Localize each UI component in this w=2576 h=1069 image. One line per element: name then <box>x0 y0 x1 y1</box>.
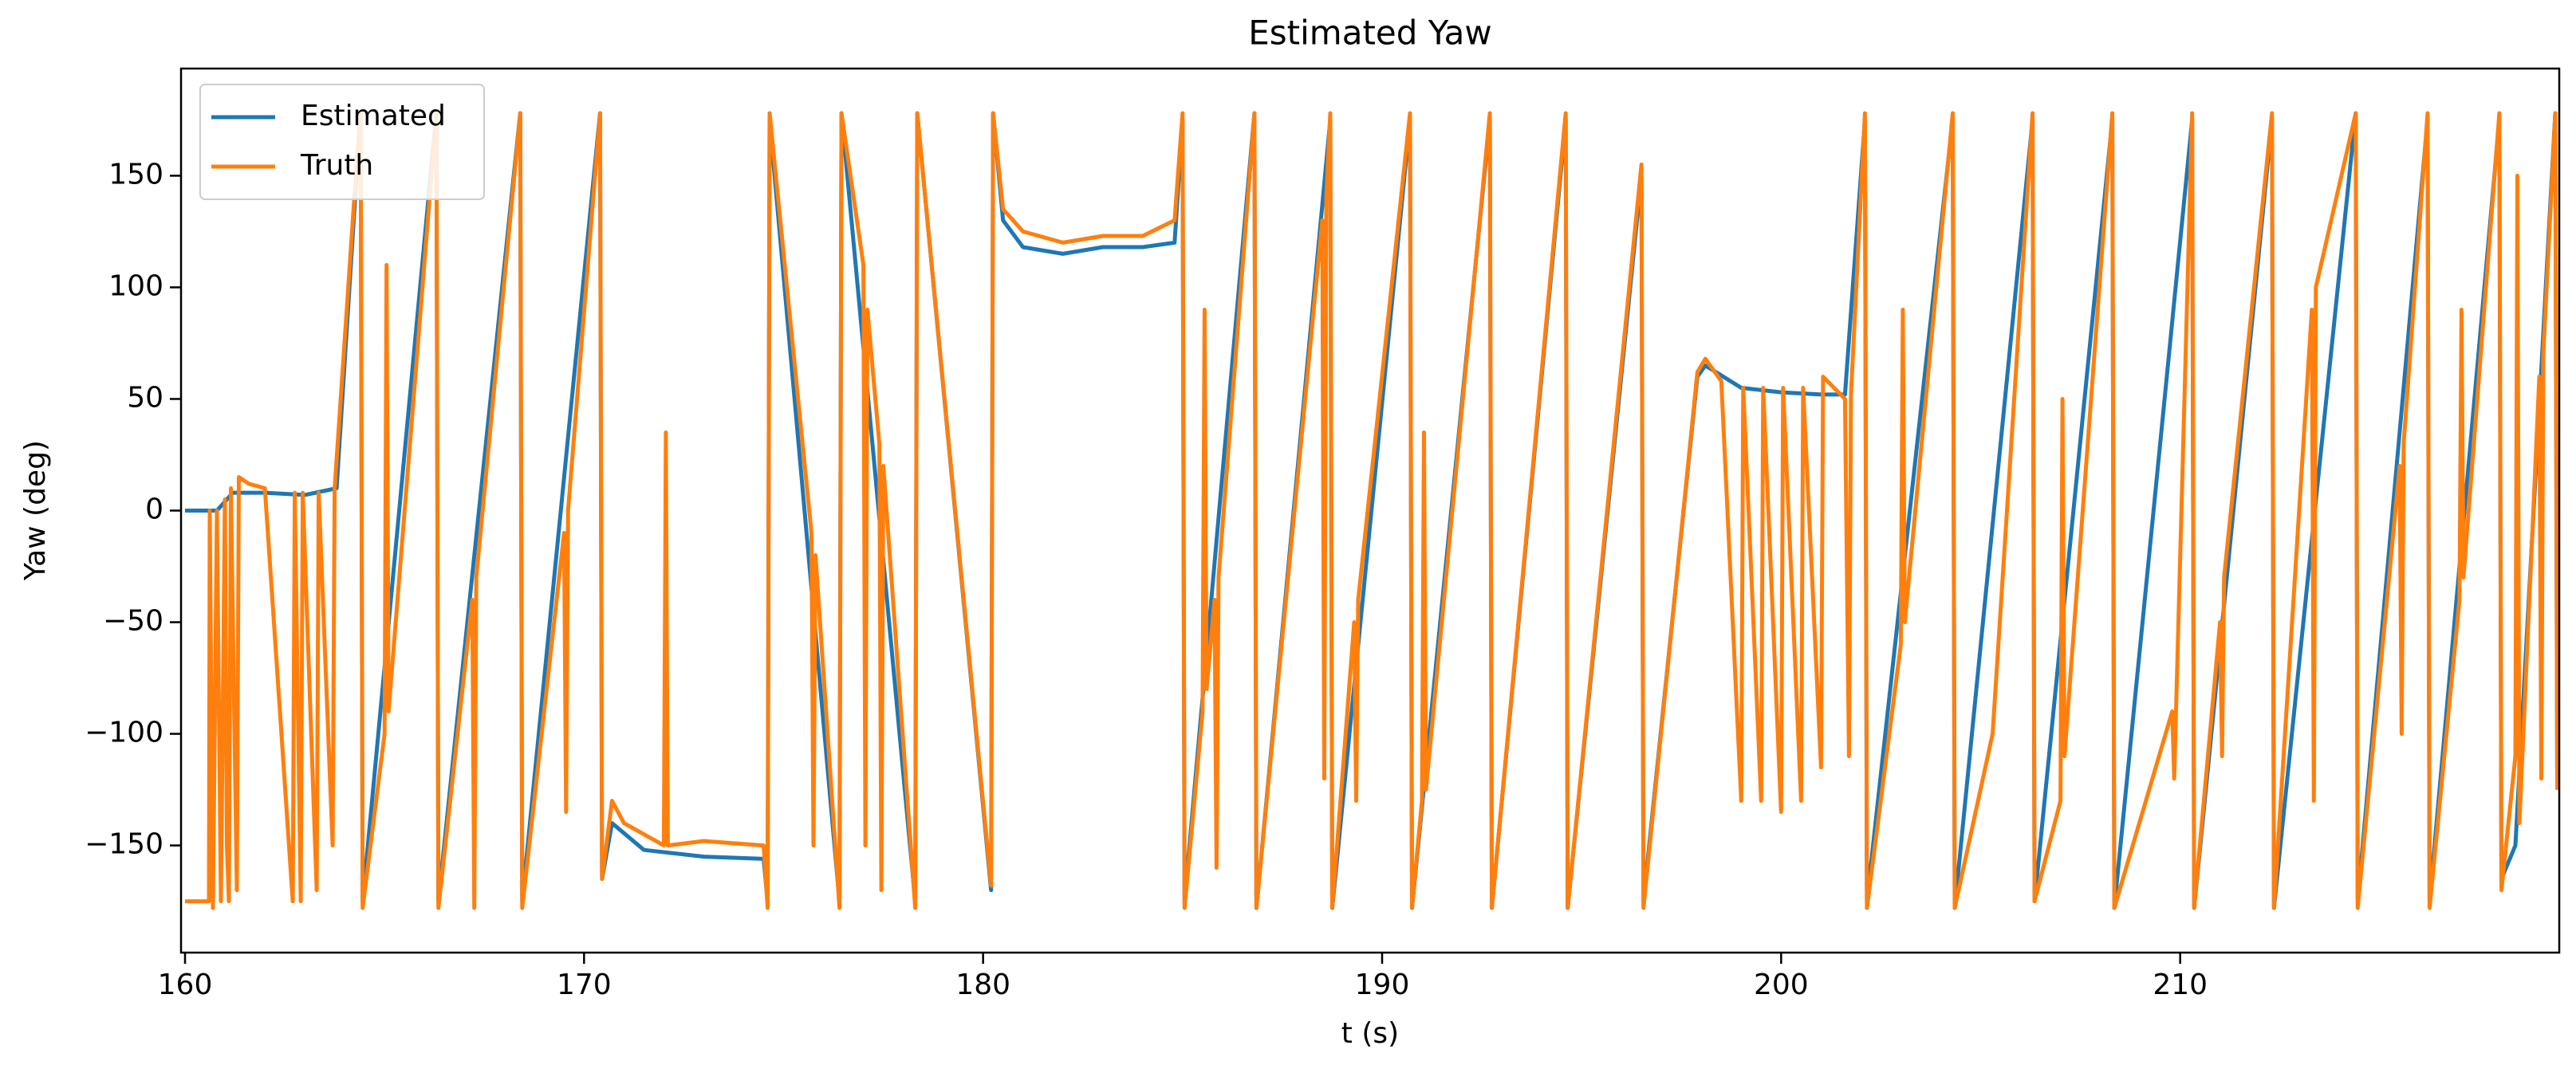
x-axis-label: t (s) <box>1341 1017 1399 1050</box>
plot-frame <box>179 67 2561 954</box>
y-tick-label: −50 <box>103 605 163 638</box>
series-line <box>185 111 2559 910</box>
x-tick-label: 210 <box>2153 969 2208 1001</box>
x-tick-label: 200 <box>1754 969 1809 1001</box>
y-tick-label: 150 <box>108 158 163 191</box>
x-tick-label: 160 <box>158 969 213 1001</box>
x-tick-label: 180 <box>955 969 1010 1001</box>
y-tick-label: 100 <box>108 269 163 302</box>
y-tick-label: −150 <box>85 828 163 861</box>
legend-label: Truth <box>300 149 373 182</box>
y-tick-label: 0 <box>145 493 163 526</box>
x-tick-label: 170 <box>557 969 612 1001</box>
y-tick-label: 50 <box>127 381 163 414</box>
x-tick-label: 190 <box>1355 969 1410 1001</box>
y-axis-label: Yaw (deg) <box>19 440 52 581</box>
y-tick-label: −100 <box>85 717 163 749</box>
legend-label: Estimated <box>301 100 446 132</box>
legend-box <box>199 84 485 200</box>
series-line <box>185 111 2559 910</box>
chart-title: Estimated Yaw <box>1248 14 1491 53</box>
